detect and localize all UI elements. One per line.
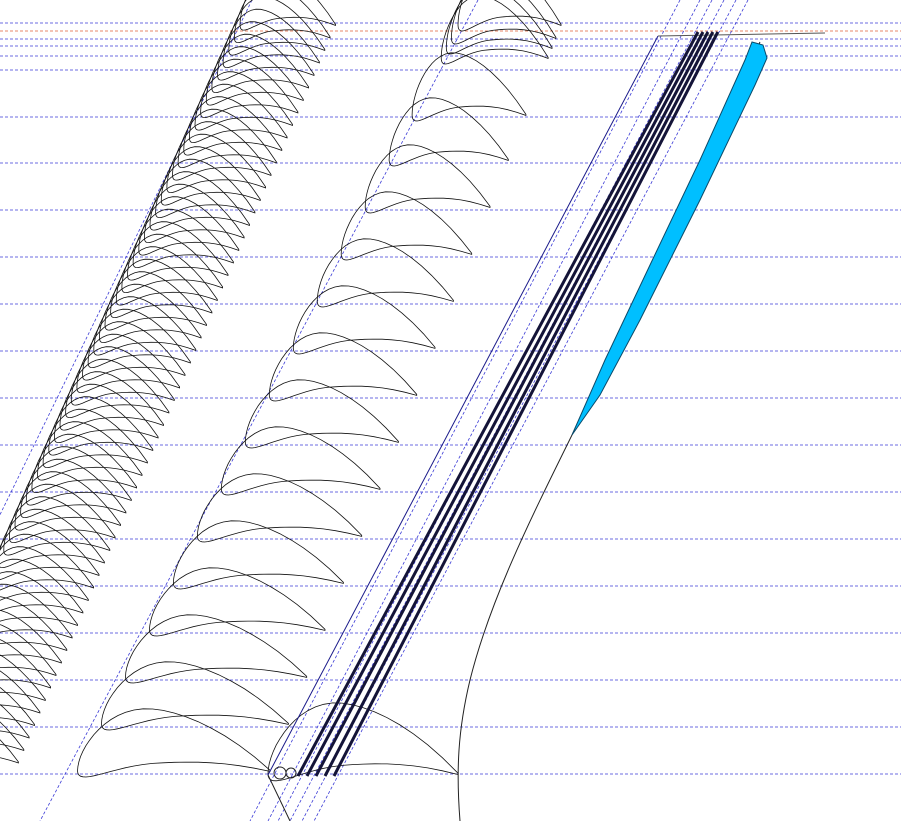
spar: [314, 31, 710, 777]
airfoil: [82, 321, 186, 381]
airfoil-sections: [0, 0, 562, 782]
airfoil: [0, 583, 73, 639]
airfoil: [0, 721, 25, 751]
airfoil: [25, 446, 132, 506]
airfoil: [228, 0, 326, 56]
airfoil: [222, 8, 320, 69]
airfoil: [292, 285, 436, 355]
airfoil: [340, 191, 473, 261]
airfoil: [0, 571, 78, 626]
airfoil: [0, 686, 35, 726]
airfoil: [217, 21, 315, 81]
airfoil: [93, 296, 197, 356]
airfoil: [0, 596, 68, 651]
airfoil: [76, 333, 180, 394]
airfoil: [14, 471, 121, 531]
airfoil: [155, 158, 256, 219]
airfoil: [268, 332, 418, 402]
airfoil: [172, 121, 272, 181]
guide-line: [249, 0, 681, 821]
spar: [332, 31, 720, 777]
airfoil: [457, 0, 562, 32]
airfoil: [59, 371, 164, 431]
airfoil: [20, 458, 127, 519]
airfoil: [233, 0, 331, 44]
airfoil: [148, 567, 326, 637]
airfoil: [0, 639, 51, 689]
airfoil: [200, 58, 299, 119]
airfoil: [8, 483, 116, 544]
spar: [305, 31, 705, 777]
spar: [323, 31, 715, 777]
airfoil: [177, 108, 277, 169]
guide-line: [39, 0, 479, 821]
airfoil: [0, 670, 41, 714]
airfoil: [125, 614, 308, 684]
airfoil: [205, 46, 304, 106]
airfoil: [121, 233, 223, 294]
airfoil: [127, 221, 229, 281]
airfoil: [0, 533, 94, 591]
airfoil: [196, 473, 363, 543]
airfoil: [53, 383, 159, 444]
airfoil: [37, 421, 143, 481]
airfoil: [0, 624, 57, 676]
leading-edge: [267, 35, 659, 776]
airfoil: [138, 196, 240, 256]
airfoil: [445, 0, 553, 55]
airfoil: [220, 426, 381, 496]
airfoil: [172, 520, 344, 590]
airfoil: [166, 133, 266, 194]
airfoil: [70, 346, 175, 406]
airfoil: [143, 183, 245, 244]
airfoil: [388, 97, 509, 167]
airfoil: [110, 258, 213, 319]
airfoil: [316, 238, 454, 308]
airfoil: [188, 83, 288, 144]
airfoil: [101, 661, 289, 731]
airfoil: [0, 546, 89, 601]
airfoil: [364, 144, 491, 214]
airfoil: [450, 0, 557, 45]
airfoil: [149, 171, 250, 231]
airfoil: [239, 0, 336, 31]
airfoil: [0, 609, 62, 664]
airfoil: [0, 703, 30, 739]
airfoil: [440, 0, 549, 65]
spar: [296, 31, 700, 777]
hole: [285, 767, 297, 779]
airfoil: [183, 96, 283, 156]
airfoil: [31, 433, 137, 494]
airfoil: [0, 654, 46, 701]
airfoil: [0, 508, 105, 569]
airfoil: [0, 558, 84, 614]
tip-edge: [657, 32, 826, 37]
airfoil: [132, 208, 234, 269]
airfoil: [48, 396, 154, 456]
airfoil: [211, 33, 309, 94]
airfoil: [411, 52, 527, 122]
airfoil: [0, 521, 100, 580]
airfoil: [0, 739, 19, 764]
spars: [296, 31, 720, 777]
airfoil: [194, 71, 293, 131]
airfoil: [3, 496, 111, 556]
wing-planform: [267, 32, 826, 821]
airfoil: [87, 308, 191, 369]
airfoil: [244, 379, 399, 449]
root-line: [267, 774, 291, 821]
airfoil: [98, 283, 202, 344]
aileron: [571, 41, 768, 436]
airfoil: [104, 271, 207, 331]
airfoil: [160, 146, 261, 206]
airfoil: [65, 358, 170, 419]
airfoil: [115, 246, 218, 306]
airfoil: [42, 408, 148, 469]
